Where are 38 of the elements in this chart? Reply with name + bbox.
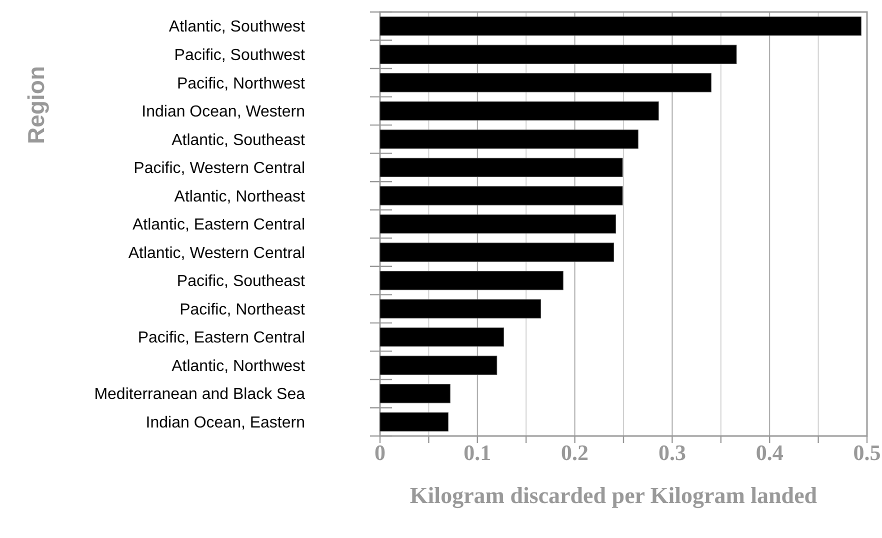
x-tick-label: 0.4 (756, 440, 784, 465)
bar (380, 158, 623, 178)
bar (380, 186, 623, 206)
y-tick-label: Pacific, Southeast (176, 273, 306, 290)
x-tick-label: 0.5 (853, 440, 881, 465)
bar (380, 101, 659, 121)
y-tick-label: Pacific, Eastern Central (138, 330, 305, 347)
bar (380, 384, 450, 404)
y-tick-label: Atlantic, Southwest (168, 18, 306, 36)
bar (380, 356, 498, 375)
bar (380, 242, 614, 262)
y-tick-label: Mediterranean and Black Sea (94, 386, 306, 404)
y-tick-label: Atlantic, Southeast (172, 132, 306, 149)
bar (380, 16, 862, 36)
y-tick-label: Pacific, Northeast (180, 301, 306, 318)
y-tick-label: Pacific, Western Central (134, 160, 305, 178)
y-tick-label: Indian Ocean, Western (142, 104, 305, 121)
bar (380, 270, 564, 290)
y-tick-label: Pacific, Northwest (176, 75, 306, 92)
bar (380, 44, 737, 64)
bar (380, 130, 638, 149)
y-tick-label: Atlantic, Northwest (172, 358, 306, 375)
bar (380, 327, 504, 347)
x-axis-title: Kilogram discarded per Kilogram landed (410, 483, 818, 509)
y-tick-label: Atlantic, Western Central (128, 244, 305, 262)
bar (380, 299, 541, 318)
y-tick-label: Atlantic, Northeast (174, 188, 306, 206)
bar (380, 73, 712, 92)
bar (380, 214, 616, 234)
y-tick-label: Indian Ocean, Eastern (146, 414, 305, 432)
y-axis-title: Region (23, 66, 49, 144)
x-tick-label: 0 (374, 440, 386, 465)
y-tick-label: Atlantic, Eastern Central (132, 216, 305, 234)
x-tick-label: 0.1 (464, 440, 492, 465)
x-tick-label: 0.2 (561, 440, 589, 465)
bar (380, 412, 448, 432)
y-tick-label: Pacific, Southwest (174, 47, 306, 64)
x-tick-label: 0.3 (658, 440, 686, 465)
